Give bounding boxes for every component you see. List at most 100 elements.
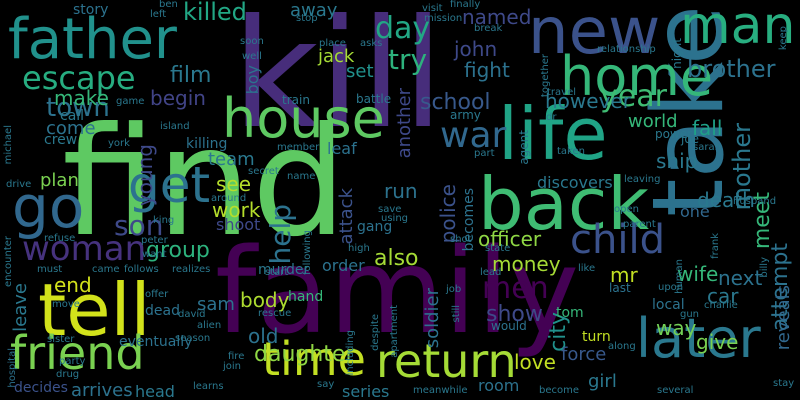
- cloud-word: end: [54, 273, 92, 297]
- cloud-word: give: [696, 330, 739, 354]
- cloud-word: charlie: [704, 300, 738, 311]
- cloud-word: david: [178, 309, 206, 320]
- cloud-word: ben: [159, 0, 178, 10]
- cloud-word: several: [657, 385, 694, 396]
- cloud-word: left: [150, 9, 167, 20]
- cloud-word: sam: [197, 294, 235, 315]
- cloud-word: world: [628, 111, 678, 132]
- cloud-word: like: [578, 263, 596, 274]
- cloud-word: york: [108, 138, 130, 149]
- cloud-word: joe: [681, 132, 700, 146]
- cloud-word: new: [528, 0, 661, 69]
- cloud-word: wife: [677, 262, 719, 286]
- cloud-word: murder: [258, 262, 310, 278]
- cloud-word: meanwhile: [413, 385, 468, 396]
- cloud-word: leave: [10, 283, 31, 332]
- cloud-word: secret: [248, 166, 279, 177]
- cloud-word: child: [570, 217, 665, 263]
- cloud-word: must: [37, 264, 63, 275]
- cloud-word: leaf: [327, 139, 357, 158]
- cloud-word: plan: [40, 170, 79, 191]
- cloud-word: local: [652, 297, 685, 313]
- cloud-word: refuse: [44, 233, 76, 244]
- cloud-word: sarah: [693, 142, 721, 153]
- cloud-word: eventually: [119, 334, 193, 350]
- cloud-word: tom: [556, 305, 584, 321]
- cloud-word: game: [116, 96, 145, 107]
- cloud-word: fight: [464, 58, 510, 82]
- cloud-word: another: [394, 88, 415, 159]
- cloud-word: turn: [582, 329, 611, 345]
- cloud-word: death: [697, 188, 755, 212]
- cloud-word: apartment: [389, 305, 400, 358]
- cloud-word: keep: [778, 26, 789, 51]
- cloud-word: human: [674, 259, 685, 294]
- cloud-word: try: [388, 43, 428, 76]
- cloud-word: open: [614, 204, 639, 215]
- cloud-word: agent: [517, 130, 531, 165]
- cloud-word: rescue: [258, 308, 292, 319]
- cloud-word: soon: [240, 36, 264, 47]
- cloud-word: work: [212, 198, 261, 222]
- cloud-word: taken: [557, 146, 585, 157]
- cloud-word: story: [73, 2, 109, 18]
- cloud-word: dead: [145, 303, 180, 319]
- cloud-word: men: [482, 271, 549, 306]
- cloud-word: town: [46, 93, 110, 123]
- cloud-word: gang: [357, 219, 393, 235]
- cloud-word: discovers: [537, 173, 613, 192]
- cloud-word: soldier: [422, 288, 443, 349]
- cloud-word: name: [287, 171, 316, 182]
- cloud-word: day: [375, 11, 431, 46]
- cloud-word: high: [348, 243, 370, 254]
- cloud-word: fire: [228, 351, 245, 362]
- cloud-word: mission: [424, 13, 463, 24]
- cloud-word: become: [539, 385, 580, 396]
- cloud-word: home: [560, 45, 714, 108]
- cloud-word: father: [8, 7, 177, 72]
- cloud-word: return: [376, 334, 517, 388]
- cloud-word: crew: [44, 132, 78, 148]
- cloud-word: together: [540, 54, 551, 98]
- cloud-word: however: [545, 89, 631, 113]
- cloud-word: shot: [450, 234, 472, 245]
- cloud-word: asks: [360, 38, 383, 49]
- cloud-word: billy: [759, 257, 770, 278]
- cloud-word: show: [486, 302, 543, 327]
- cloud-word: way: [656, 316, 697, 340]
- cloud-word: back: [478, 162, 650, 246]
- cloud-word: old: [248, 324, 279, 348]
- cloud-word: frank: [710, 233, 721, 259]
- cloud-word: stop: [296, 13, 318, 24]
- cloud-word: relationship: [597, 44, 656, 55]
- cloud-word: arrives: [71, 380, 133, 400]
- cloud-word: daughter: [254, 342, 355, 367]
- cloud-word: along: [608, 341, 636, 352]
- cloud-word: force: [561, 344, 607, 365]
- cloud-word: call: [60, 108, 85, 124]
- cloud-word: dr: [546, 112, 557, 123]
- cloud-word: season: [175, 333, 211, 344]
- cloud-word: say: [317, 379, 335, 390]
- cloud-word: away: [290, 0, 338, 21]
- cloud-word: war: [440, 115, 507, 156]
- cloud-word: fall: [692, 116, 723, 140]
- cloud-word: visit: [422, 3, 443, 14]
- cloud-word: woman: [22, 229, 147, 269]
- cloud-word: using: [381, 213, 409, 224]
- cloud-word: state: [485, 243, 511, 254]
- cloud-word: kill: [232, 0, 444, 162]
- cloud-word: join: [223, 361, 242, 372]
- cloud-word: son: [114, 209, 164, 242]
- cloud-word: offer: [145, 289, 169, 300]
- cloud-word: also: [374, 246, 419, 271]
- cloud-word: time: [262, 332, 366, 386]
- cloud-word: killing: [186, 136, 228, 152]
- cloud-word: john: [454, 37, 498, 61]
- cloud-word: want: [142, 249, 167, 260]
- cloud-word: battle: [356, 92, 392, 106]
- cloud-word: series: [342, 382, 390, 400]
- cloud-word: team: [208, 149, 255, 170]
- cloud-word: michael: [3, 125, 14, 165]
- cloud-word: money: [492, 252, 561, 276]
